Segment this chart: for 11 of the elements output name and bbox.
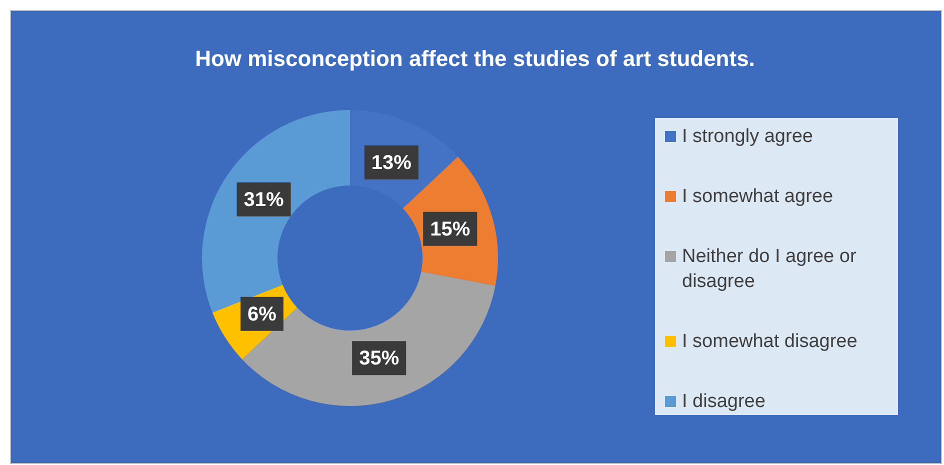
- legend-label: I disagree: [682, 390, 766, 414]
- data-label: 13%: [371, 152, 412, 174]
- data-label: 35%: [359, 348, 400, 370]
- legend-label: I somewhat agree: [682, 185, 834, 209]
- legend-label: Neither do I agree or disagree: [682, 245, 858, 294]
- data-label: 15%: [430, 218, 470, 240]
- data-label: 6%: [248, 303, 277, 326]
- legend-label: I somewhat disagree: [682, 330, 858, 354]
- legend-label: I strongly agree: [682, 125, 813, 149]
- data-label: 31%: [244, 188, 284, 211]
- chart-title: How misconception affect the studies of art students.: [194, 46, 756, 72]
